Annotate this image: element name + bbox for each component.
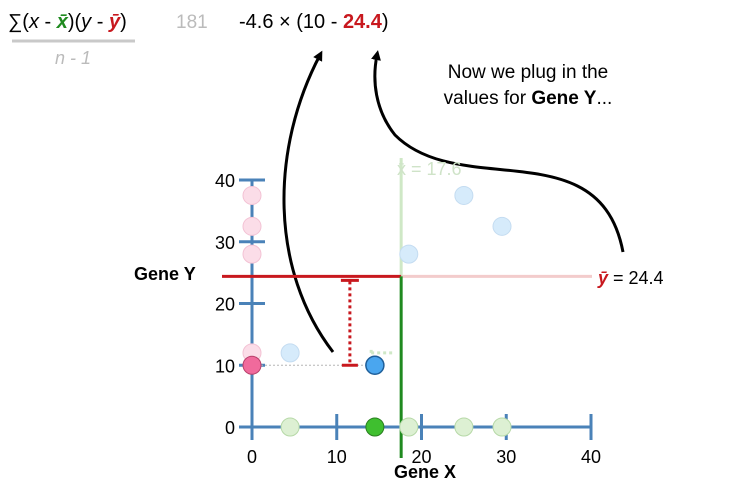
annotation-line-2-prefix: values for bbox=[444, 88, 532, 109]
x-tick-label: 30 bbox=[496, 447, 516, 467]
annotation-line-2: values for Gene Y... bbox=[444, 88, 613, 109]
y-projection-faded bbox=[242, 185, 262, 205]
x-tick-label: 10 bbox=[327, 447, 347, 467]
x-bar-symbol: x̄ bbox=[56, 11, 69, 33]
y-tick-label: 30 bbox=[215, 233, 235, 253]
covariance-formula: ∑(x - x̄)(y - ȳ) n - 1 181 -4.6 × (10 - … bbox=[8, 11, 389, 68]
mean-lines bbox=[222, 274, 403, 458]
x-projection-faded bbox=[492, 417, 512, 437]
y-axis-title: Gene Y bbox=[134, 264, 196, 284]
svg-text:∑(x - x̄)(y - ȳ): ∑(x - x̄)(y - ȳ) bbox=[8, 11, 127, 33]
y-tick-label: 20 bbox=[215, 295, 235, 315]
curved-arrows bbox=[282, 50, 625, 353]
x-projection-faded bbox=[399, 417, 419, 437]
y-mean-symbol: ȳ bbox=[597, 268, 609, 288]
faded-data-point bbox=[492, 216, 512, 236]
axes bbox=[239, 178, 593, 440]
scatter-plot: 00 10 10 20 20 30 30 40 40 bbox=[215, 158, 601, 467]
y-mean-value: = 24.4 bbox=[608, 268, 664, 288]
current-term: -4.6 × (10 - 24.4) bbox=[239, 11, 389, 33]
x-tick-label: 0 bbox=[247, 447, 257, 467]
points bbox=[242, 185, 512, 437]
x-projection-faded bbox=[280, 417, 300, 437]
x-residual-faded bbox=[369, 349, 394, 356]
paren-close-open: )( bbox=[68, 11, 82, 33]
x-tick-label: 40 bbox=[581, 447, 601, 467]
sum-symbol: ∑ bbox=[8, 11, 22, 33]
faded-data-point bbox=[280, 343, 300, 363]
paren-open: ( bbox=[22, 11, 29, 33]
y-projection-current bbox=[242, 355, 262, 375]
y-tick-label: 10 bbox=[215, 356, 235, 376]
annotation-gene-y: Gene Y bbox=[531, 88, 596, 109]
current-data-point bbox=[365, 355, 385, 375]
minus-sign: - bbox=[39, 11, 57, 33]
minus-sign: - bbox=[91, 11, 109, 33]
term-prefix: -4.6 × (10 - bbox=[239, 11, 343, 33]
term-highlight: 24.4 bbox=[343, 11, 383, 33]
y-mean-label: ȳ = 24.4 bbox=[597, 268, 664, 288]
y-variable: y bbox=[79, 11, 92, 33]
formula-denominator: n - 1 bbox=[55, 48, 91, 68]
term-suffix: ) bbox=[382, 11, 389, 33]
y-tick-label: 40 bbox=[215, 171, 235, 191]
arrow-to-y-mean bbox=[371, 50, 625, 253]
faded-layer bbox=[280, 158, 592, 363]
y-bar-symbol: ȳ bbox=[108, 11, 121, 33]
x-projection-faded bbox=[454, 417, 474, 437]
paren-close: ) bbox=[120, 11, 127, 33]
x-variable: x bbox=[28, 11, 40, 33]
annotation-line-1: Now we plug in the bbox=[448, 62, 609, 83]
faded-data-point bbox=[399, 244, 419, 264]
x-axis-title: Gene X bbox=[394, 462, 456, 482]
x-projection-current bbox=[365, 417, 385, 437]
arrow-to-x-term bbox=[282, 50, 335, 353]
x-tick-label: 20 bbox=[411, 447, 431, 467]
faded-data-point bbox=[454, 185, 474, 205]
running-total: 181 bbox=[176, 12, 208, 33]
annotation: Now we plug in the values for Gene Y... bbox=[444, 62, 613, 109]
axis-labels: 00 10 10 20 20 30 30 40 40 bbox=[215, 171, 601, 467]
y-projection-faded bbox=[242, 216, 262, 236]
y-projection-faded bbox=[242, 244, 262, 264]
x-mean-label: x̄ = 17.6 bbox=[397, 159, 462, 179]
y-tick-label: 0 bbox=[225, 418, 235, 438]
annotation-ellipsis: ... bbox=[596, 88, 612, 109]
